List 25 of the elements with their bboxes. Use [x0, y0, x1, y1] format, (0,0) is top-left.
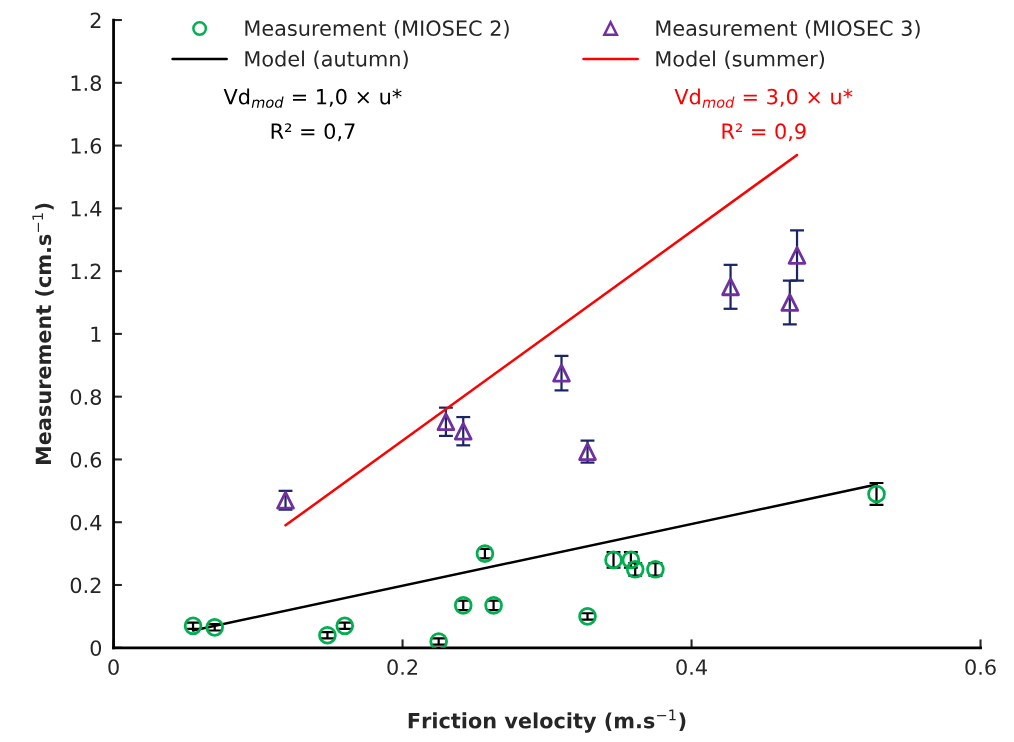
- annotation: Vd$_{mod}$ = 3,0 × u*: [674, 88, 853, 108]
- x-tick-label: 0: [108, 659, 119, 675]
- y-tick-label: 0.4: [70, 514, 102, 531]
- y-tick-label: 2: [90, 12, 101, 28]
- legend-label: Measurement (MIOSEC 2): [245, 19, 509, 39]
- y-tick-label: 0.6: [70, 451, 102, 468]
- y-tick-label: 1.6: [71, 138, 102, 154]
- y-axis-title: Measurement (cm.s$^{−1}$): [32, 203, 54, 465]
- annotation: R² = 0,7: [271, 123, 355, 142]
- y-tick-label: 0.2: [70, 577, 101, 594]
- x-tick-label: 0.4: [676, 659, 707, 675]
- legend-label: Model (autumn): [245, 50, 408, 70]
- y-tick-label: 1.4: [71, 201, 102, 217]
- y-tick-label: 1.8: [71, 75, 102, 92]
- annotation: R² = 0,9: [722, 123, 806, 142]
- legend-label: Measurement (MIOSEC 3): [656, 19, 920, 39]
- y-tick-label: 1: [91, 326, 101, 342]
- x-axis-title: Friction velocity (m.s$^{−1}$): [408, 709, 686, 733]
- y-tick-label: 1.2: [71, 263, 101, 280]
- x-tick-label: 0.6: [965, 659, 996, 675]
- annotation: Vd$_{mod}$ = 1,0 × u*: [223, 88, 402, 108]
- x-tick-label: 0.2: [387, 659, 418, 675]
- y-tick-label: 0.8: [70, 389, 102, 405]
- legend-label: Model (summer): [656, 50, 825, 70]
- y-tick-label: 0: [90, 640, 102, 656]
